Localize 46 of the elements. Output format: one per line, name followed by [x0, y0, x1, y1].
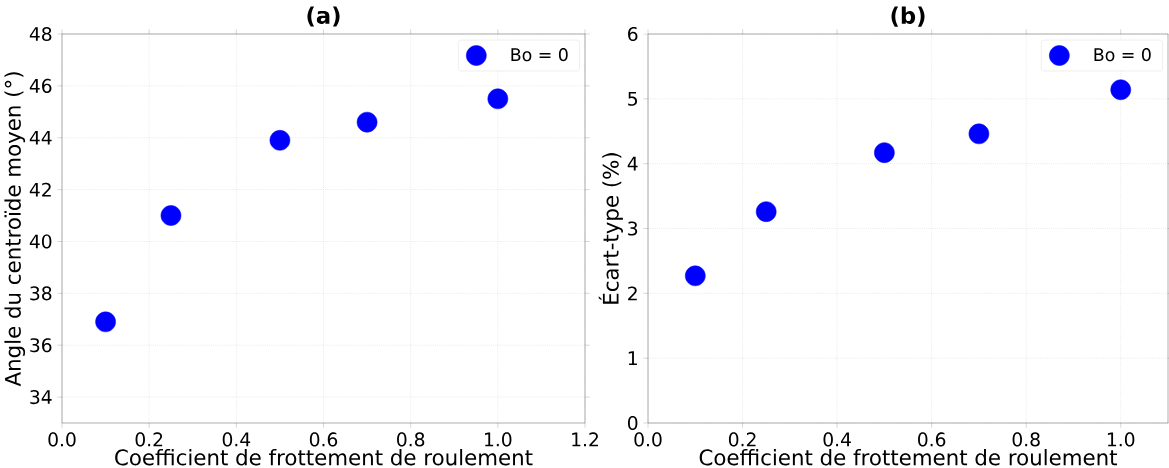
y-axis-title: Écart-type (%) — [598, 153, 623, 304]
y-axis-title: Angle du centroïde moyen (°) — [4, 72, 26, 387]
legend-label: Bo = 0 — [1094, 48, 1151, 62]
point — [874, 142, 895, 163]
point — [95, 311, 116, 333]
x-tick-label: 0.4 — [222, 432, 251, 447]
y-tick-label: 38 — [30, 286, 52, 301]
point — [269, 130, 291, 151]
x-tick-label: 0.8 — [397, 432, 425, 447]
x-tick-label: 1.2 — [572, 432, 598, 447]
y-tick-label: 1 — [628, 351, 637, 365]
x-tick-label: 0.8 — [1012, 432, 1040, 447]
y-tick-label: 42 — [29, 182, 51, 197]
point — [685, 265, 706, 287]
y-tick-label: 46 — [29, 78, 52, 93]
y-tick-label: 3 — [628, 221, 638, 236]
y-tick-label: 6 — [628, 26, 638, 42]
point — [160, 205, 182, 226]
x-tick-label: 0.0 — [634, 432, 662, 447]
point — [968, 123, 990, 145]
y-tick-label: 5 — [628, 91, 637, 106]
x-tick-label: 0.6 — [309, 432, 338, 447]
x-tick-label: 1.0 — [1107, 432, 1135, 447]
point — [755, 201, 777, 222]
y-tick-label: 2 — [628, 286, 637, 301]
y-tick-label: 4 — [627, 156, 638, 171]
y-tick-label: 40 — [29, 234, 52, 249]
y-tick-label: 48 — [29, 26, 52, 42]
y-tick-label: 36 — [30, 338, 52, 353]
x-tick-label: 0.6 — [918, 432, 946, 447]
legend-label: Bo = 0 — [511, 48, 568, 62]
x-tick-label: 0.2 — [728, 432, 756, 447]
point — [356, 111, 378, 133]
x-axis-title: Coefficient de frottement de roulement — [699, 448, 1118, 466]
x-tick-label: 1.0 — [485, 432, 512, 447]
x-tick-label: 0.2 — [135, 432, 163, 447]
point — [487, 88, 509, 110]
x-axis-title: Coefficient de frottement de roulement — [115, 448, 533, 466]
x-tick-label: 0.4 — [823, 432, 851, 447]
point — [1110, 79, 1132, 101]
y-tick-label: 44 — [29, 130, 52, 145]
chart-title: (b) — [891, 6, 925, 27]
x-tick-label: 0.0 — [48, 432, 76, 447]
y-tick-label: 0 — [627, 415, 638, 431]
y-tick-label: 34 — [30, 390, 52, 405]
chart-title: (a) — [307, 6, 340, 27]
